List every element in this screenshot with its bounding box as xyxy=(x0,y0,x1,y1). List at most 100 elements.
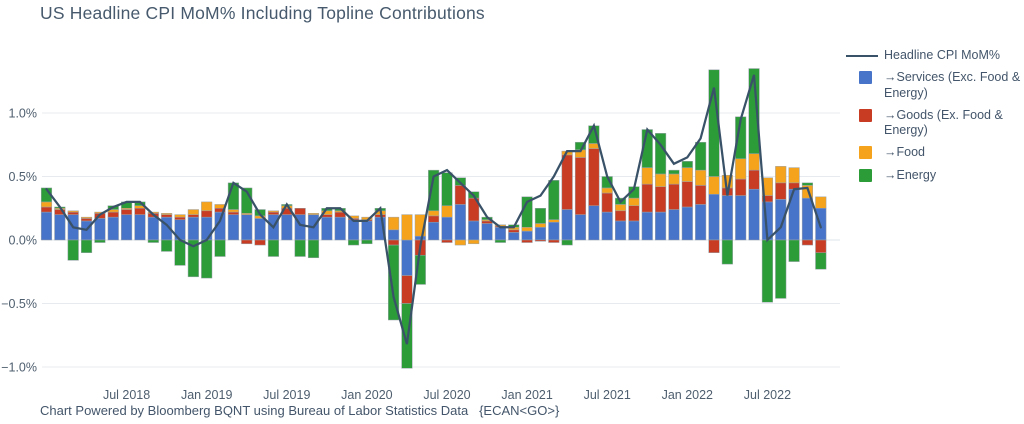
bar-segment-food-mar-2018[interactable] xyxy=(67,210,79,213)
bar-segment-energy-jan-2020[interactable] xyxy=(361,239,373,245)
bar-segment-goods-jan-2018[interactable] xyxy=(40,206,53,213)
bar-sep-2021[interactable] xyxy=(628,186,640,241)
bar-segment-services-oct-2022[interactable] xyxy=(801,197,814,241)
bar-segment-energy-may-2018[interactable] xyxy=(94,239,106,243)
bar-jan-2018[interactable] xyxy=(40,187,53,241)
bar-segment-energy-jun-2022[interactable] xyxy=(748,68,760,154)
bar-apr-2021[interactable] xyxy=(561,150,573,246)
bar-segment-services-nov-2020[interactable] xyxy=(494,227,506,241)
bar-aug-2022[interactable] xyxy=(775,166,787,299)
bar-segment-services-jul-2020[interactable] xyxy=(441,216,453,241)
bar-segment-goods-jan-2022[interactable] xyxy=(681,181,693,208)
bar-segment-food-oct-2018[interactable] xyxy=(161,213,173,215)
bar-segment-food-aug-2021[interactable] xyxy=(615,204,627,212)
bar-apr-2020[interactable] xyxy=(401,214,413,369)
bar-segment-goods-jun-2022[interactable] xyxy=(748,169,760,190)
bar-segment-goods-nov-2022[interactable] xyxy=(815,239,827,253)
bar-segment-goods-aug-2022[interactable] xyxy=(775,182,787,200)
bar-segment-food-jul-2021[interactable] xyxy=(601,187,613,194)
bar-segment-services-may-2020[interactable] xyxy=(414,235,426,241)
bar-segment-goods-sep-2021[interactable] xyxy=(628,205,640,222)
bar-segment-services-nov-2019[interactable] xyxy=(334,216,346,241)
bar-aug-2021[interactable] xyxy=(615,197,627,241)
bar-segment-energy-jun-2020[interactable] xyxy=(428,169,440,212)
bar-segment-food-feb-2021[interactable] xyxy=(534,223,547,228)
bar-segment-services-oct-2021[interactable] xyxy=(641,211,653,241)
bar-segment-services-jun-2020[interactable] xyxy=(428,221,440,241)
bar-segment-services-apr-2020[interactable] xyxy=(401,239,413,276)
bar-segment-energy-dec-2021[interactable] xyxy=(668,169,680,175)
bar-segment-goods-apr-2021[interactable] xyxy=(561,154,573,210)
bar-segment-services-dec-2020[interactable] xyxy=(508,232,520,241)
bar-segment-goods-oct-2020[interactable] xyxy=(481,220,493,224)
bar-segment-food-jan-2019[interactable] xyxy=(201,201,213,212)
bar-mar-2022[interactable] xyxy=(708,69,720,253)
bar-segment-services-apr-2019[interactable] xyxy=(241,214,253,241)
bar-aug-2019[interactable] xyxy=(294,208,306,257)
bar-segment-services-jul-2018[interactable] xyxy=(121,214,133,241)
bar-segment-services-jul-2021[interactable] xyxy=(601,211,613,241)
bar-jun-2020[interactable] xyxy=(428,169,440,241)
bar-sep-2022[interactable] xyxy=(788,167,800,262)
bar-segment-food-mar-2022[interactable] xyxy=(708,176,720,195)
bar-segment-food-sep-2022[interactable] xyxy=(788,167,800,184)
bar-mar-2021[interactable] xyxy=(548,180,560,243)
bar-segment-energy-aug-2019[interactable] xyxy=(294,239,306,257)
bar-segment-goods-mar-2020[interactable] xyxy=(388,239,400,246)
bar-feb-2019[interactable] xyxy=(214,204,226,257)
bar-segment-goods-aug-2019[interactable] xyxy=(294,208,306,215)
bar-segment-energy-jun-2019[interactable] xyxy=(267,239,279,257)
bar-segment-food-aug-2020[interactable] xyxy=(454,239,466,246)
bar-segment-energy-oct-2022[interactable] xyxy=(801,182,814,186)
bar-segment-services-aug-2020[interactable] xyxy=(454,204,466,241)
bar-segment-services-apr-2021[interactable] xyxy=(561,209,573,241)
bar-segment-goods-aug-2018[interactable] xyxy=(134,208,146,215)
bar-segment-energy-sep-2018[interactable] xyxy=(147,239,159,243)
bar-segment-services-sep-2021[interactable] xyxy=(628,220,640,241)
bar-segment-food-jun-2019[interactable] xyxy=(267,210,279,213)
bar-segment-goods-may-2019[interactable] xyxy=(254,239,266,246)
bar-segment-services-may-2021[interactable] xyxy=(574,214,587,241)
bar-segment-energy-aug-2022[interactable] xyxy=(775,239,787,299)
bar-segment-services-jun-2021[interactable] xyxy=(588,205,600,241)
bar-segment-services-jan-2018[interactable] xyxy=(40,211,53,241)
bar-segment-goods-oct-2021[interactable] xyxy=(641,183,653,213)
bar-segment-goods-dec-2021[interactable] xyxy=(668,183,680,210)
bar-sep-2019[interactable] xyxy=(307,213,320,259)
bar-segment-goods-may-2021[interactable] xyxy=(574,157,587,215)
bar-segment-food-jun-2021[interactable] xyxy=(588,143,600,149)
bar-segment-energy-feb-2019[interactable] xyxy=(214,239,226,257)
bar-may-2018[interactable] xyxy=(94,211,106,243)
bar-oct-2022[interactable] xyxy=(801,182,814,246)
bar-segment-services-nov-2021[interactable] xyxy=(655,211,667,241)
bar-segment-goods-mar-2019[interactable] xyxy=(227,211,239,215)
bar-segment-energy-sep-2019[interactable] xyxy=(307,239,320,259)
legend-item-headline-cpi-mom-[interactable]: Headline CPI MoM% xyxy=(846,48,1024,63)
bar-segment-services-feb-2021[interactable] xyxy=(534,227,547,241)
bar-segment-services-feb-2018[interactable] xyxy=(54,214,66,241)
legend-item-services-exc-food-energy-[interactable]: →Services (Exc. Food & Energy) xyxy=(846,70,1024,101)
bar-jul-2018[interactable] xyxy=(121,201,133,241)
bar-apr-2019[interactable] xyxy=(241,187,253,245)
bar-segment-goods-nov-2021[interactable] xyxy=(655,186,667,213)
bar-segment-food-mar-2019[interactable] xyxy=(227,209,239,213)
bar-segment-services-may-2018[interactable] xyxy=(94,218,106,241)
bar-segment-goods-jan-2021[interactable] xyxy=(521,239,533,243)
bar-segment-food-may-2022[interactable] xyxy=(735,158,747,180)
bar-segment-food-sep-2020[interactable] xyxy=(468,239,480,245)
bar-nov-2021[interactable] xyxy=(655,133,667,241)
bar-segment-food-sep-2019[interactable] xyxy=(307,213,320,215)
bar-segment-goods-apr-2020[interactable] xyxy=(401,275,413,304)
bar-jun-2019[interactable] xyxy=(267,210,279,257)
bar-segment-services-oct-2019[interactable] xyxy=(321,216,333,241)
bar-segment-energy-jul-2020[interactable] xyxy=(441,172,453,206)
bar-segment-food-jun-2022[interactable] xyxy=(748,153,760,171)
bar-segment-services-sep-2020[interactable] xyxy=(468,220,480,241)
bar-segment-energy-feb-2021[interactable] xyxy=(534,208,547,224)
bar-segment-services-dec-2019[interactable] xyxy=(348,219,360,241)
bar-segment-services-dec-2021[interactable] xyxy=(668,209,680,241)
bar-segment-goods-jun-2019[interactable] xyxy=(267,211,279,215)
bar-dec-2018[interactable] xyxy=(187,209,199,278)
bar-segment-food-jan-2018[interactable] xyxy=(40,201,53,208)
